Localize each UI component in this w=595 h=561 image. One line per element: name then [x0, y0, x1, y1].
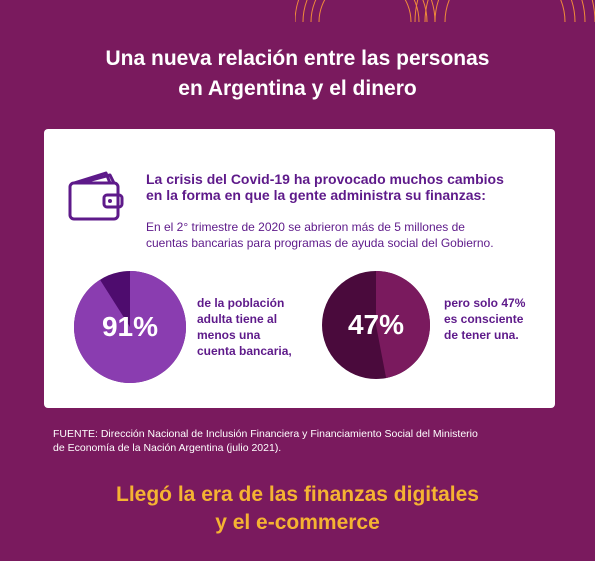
footer-line-2: y el e-commerce [215, 511, 380, 534]
stat1-percent: 91% [101, 311, 159, 342]
pie2-main-slice [376, 271, 430, 379]
stat1-desc-line-4: cuenta bancaria, [197, 344, 292, 358]
trimestre-text: En el 2° trimestre de 2020 se abrieron m… [146, 219, 546, 251]
trimestre-line-1: En el 2° trimestre de 2020 se abrieron m… [146, 220, 465, 234]
stat2-desc-line-1: pero solo 47% [444, 296, 526, 310]
stat1-desc-line-1: de la población [197, 296, 285, 310]
stat2-percent: 47% [347, 309, 405, 340]
footer-line-1: Llegó la era de las finanzas digitales [116, 483, 479, 506]
info-card: La crisis del Covid-19 ha provocado much… [44, 129, 555, 408]
stat1-desc-line-2: adulta tiene al [197, 312, 278, 326]
pie-47-percent [322, 271, 430, 379]
source-line-1: FUENTE: Dirección Nacional de Inclusión … [53, 428, 478, 440]
stat2-desc-line-2: es consciente [444, 312, 524, 326]
crisis-heading: La crisis del Covid-19 ha provocado much… [146, 171, 546, 203]
footer-heading: Llegó la era de las finanzas digitales y… [0, 481, 595, 537]
pie-91-percent [74, 271, 186, 383]
title-line-2: en Argentina y el dinero [178, 77, 417, 100]
source-note: FUENTE: Dirección Nacional de Inclusión … [53, 427, 563, 455]
stat1-desc-line-3: menos una [197, 328, 261, 342]
page-title: Una nueva relación entre las personas en… [0, 44, 595, 104]
crisis-line-2: en la forma en que la gente administra s… [146, 187, 486, 203]
title-line-1: Una nueva relación entre las personas [105, 47, 490, 70]
stat2-description: pero solo 47% es consciente de tener una… [444, 295, 549, 343]
trimestre-line-2: cuentas bancarias para programas de ayud… [146, 236, 494, 250]
crisis-line-1: La crisis del Covid-19 ha provocado much… [146, 171, 504, 187]
stat1-description: de la población adulta tiene al menos un… [197, 295, 327, 359]
source-line-2: de Economía de la Nación Argentina (juli… [53, 442, 282, 454]
pie1-main-slice [74, 271, 186, 383]
decorative-arcs [295, 0, 595, 22]
stat2-desc-line-3: de tener una. [444, 328, 519, 342]
wallet-icon [68, 171, 124, 221]
